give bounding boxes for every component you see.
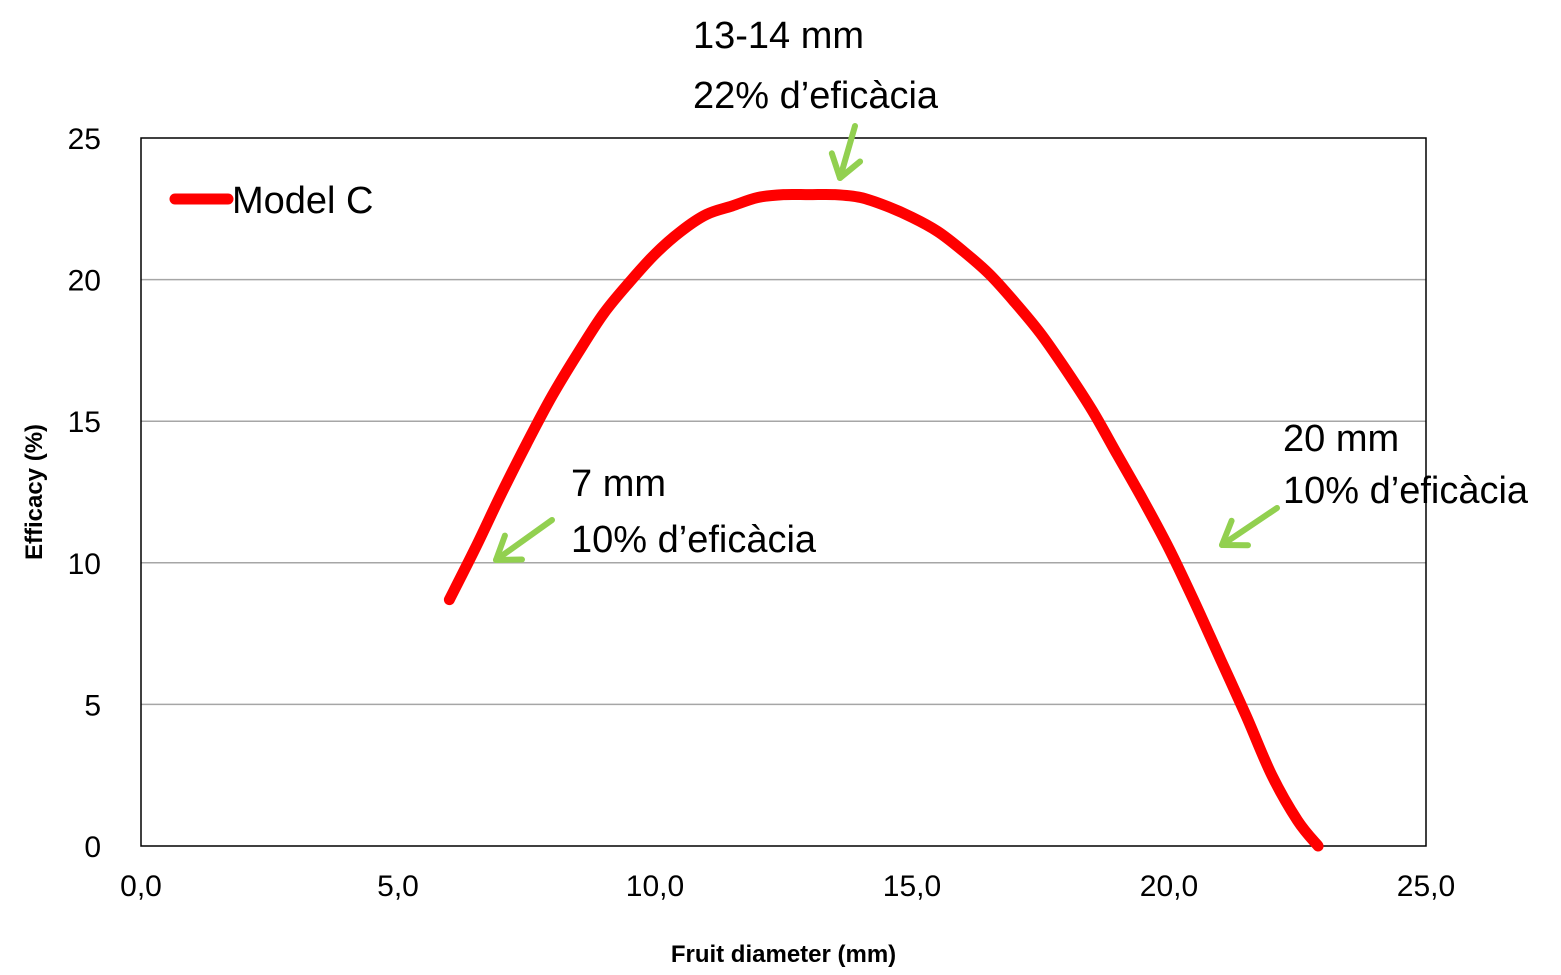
x-axis-title: Fruit diameter (mm) [671,941,896,968]
grid-lines [141,278,1426,706]
y-tick-label: 20 [68,265,101,298]
y-axis-title: Efficacy (%) [21,424,48,560]
annotation-arrow [1219,505,1280,548]
x-tick-label: 5,0 [377,870,419,903]
series-line-model-c [443,188,1324,852]
annotation-arrowhead [828,150,864,181]
annotation-arrow [837,123,858,181]
y-tick-label: 25 [68,123,101,156]
x-tick-label: 15,0 [883,870,941,903]
y-tick-label: 0 [84,831,101,864]
legend-label: Model C [232,180,374,222]
x-tick-label: 10,0 [626,870,684,903]
plot-area [140,137,1427,847]
x-tick-label: 20,0 [1140,870,1198,903]
annotation-label: 20 mm 10% d’eficàcia [1283,418,1529,512]
y-axis: 0 5 10 15 20 25 [68,123,101,864]
y-tick-label: 5 [84,689,101,722]
annotation-arrowhead [1219,517,1251,549]
annotations: 13-14 mm 22% d’eficàcia 7 mm 10% d’eficàcia… [493,15,1529,563]
y-tick-label: 10 [68,548,101,581]
annotation-arrowhead [493,532,525,563]
annotation-label: 13-14 mm 22% d’eficàcia [693,15,939,117]
x-tick-label: 0,0 [120,870,162,903]
annotation-arrow [493,517,555,563]
x-axis: 0,0 5,0 10,0 15,0 20,0 25,0 [120,870,1455,903]
legend: Model C [169,180,374,222]
annotation-label: 7 mm 10% d’eficàcia [571,463,817,561]
x-tick-label: 25,0 [1397,870,1455,903]
y-tick-label: 15 [68,406,101,439]
